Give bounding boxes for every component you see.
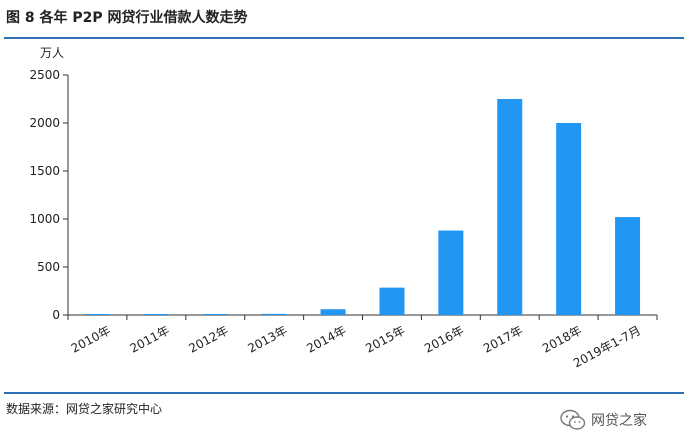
- x-tick-label: 2013年: [245, 323, 289, 355]
- watermark: 网贷之家: [560, 409, 647, 431]
- bar: [84, 314, 110, 315]
- x-axis: 2010年 2011年 2012年 2013年 2014年 2015年 2016年 2017年…: [67, 314, 658, 370]
- watermark-text: 网贷之家: [591, 413, 647, 429]
- y-tick-label: 1000: [29, 212, 60, 226]
- bottom-rule: [4, 392, 684, 394]
- x-tick-label: 2015年: [363, 323, 407, 355]
- y-axis: 0 500 1000 1500 2000 2500: [29, 68, 69, 322]
- bar: [615, 217, 641, 315]
- bar: [320, 309, 346, 315]
- x-tick-label: 2016年: [422, 323, 466, 355]
- y-tick-label: 2000: [29, 116, 60, 130]
- top-rule: [4, 37, 684, 39]
- x-tick-label: 2012年: [187, 323, 231, 355]
- y-tick-label: 1500: [29, 164, 60, 178]
- bar: [556, 123, 582, 315]
- x-tick-label: 2014年: [304, 323, 348, 355]
- bar: [143, 314, 169, 315]
- wechat-icon: [560, 409, 586, 430]
- x-tick-label: 2011年: [128, 323, 172, 355]
- figure-title: 图 8 各年 P2P 网贷行业借款人数走势: [6, 10, 248, 26]
- bar: [379, 287, 405, 315]
- y-tick-label: 500: [37, 260, 60, 274]
- bar: [497, 99, 523, 315]
- bars: [84, 99, 641, 315]
- bar: [202, 314, 228, 315]
- x-tick-label: 2018年: [540, 323, 584, 355]
- y-tick-label: 2500: [29, 68, 60, 82]
- source-note: 数据来源：网贷之家研究中心: [6, 402, 163, 416]
- x-tick-label: 2010年: [69, 323, 113, 355]
- x-tick-label: 2019年1-7月: [571, 323, 643, 370]
- x-tick-label: 2017年: [481, 323, 525, 355]
- y-unit-label: 万人: [40, 46, 64, 60]
- bar: [261, 313, 287, 315]
- y-tick-label: 0: [52, 308, 60, 322]
- bar: [438, 230, 464, 315]
